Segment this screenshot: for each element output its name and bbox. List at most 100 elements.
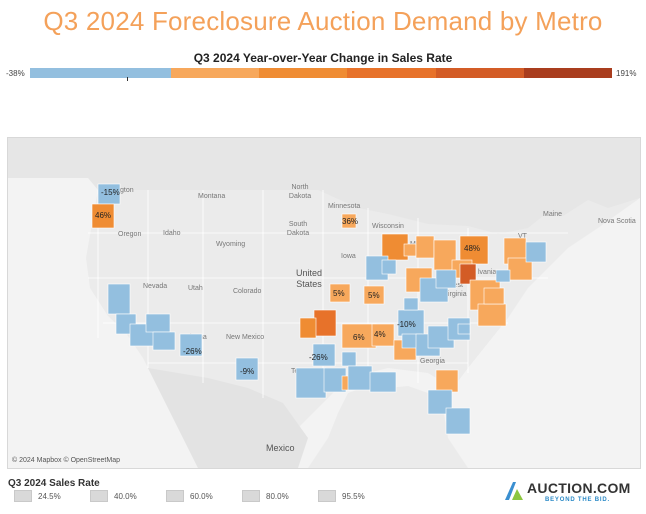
metro-raleigh[interactable] (477, 303, 507, 327)
metro-label-dallas: -26% (309, 353, 328, 362)
metro-st-louis[interactable] (363, 285, 385, 305)
metro-cedar[interactable] (381, 259, 397, 275)
metro-pittsburgh[interactable] (459, 263, 477, 285)
metro-kansas-city[interactable] (329, 283, 351, 303)
scale-segment (171, 68, 260, 78)
label-oregon: Oregon (118, 231, 142, 238)
label-colorado: Colorado (233, 288, 262, 295)
scale-segment (259, 68, 348, 78)
metro-label-kansas-city: 5% (333, 289, 345, 298)
label-vt: VT (518, 233, 527, 240)
metro-label-phoenix: -26% (183, 347, 202, 356)
metro-nyc[interactable] (507, 257, 533, 281)
metro-portland[interactable] (91, 203, 115, 229)
metro-columbus[interactable] (435, 269, 457, 289)
label-wyoming: Wyoming (216, 241, 246, 248)
scale-segment (523, 68, 613, 78)
label-mexico: Mexico (266, 443, 295, 453)
map-attribution: © 2024 Mapbox © OpenStreetMap (12, 457, 120, 464)
scale-max-label: 191% (616, 69, 637, 78)
metro-detroit[interactable] (459, 235, 489, 265)
legend-swatch (242, 490, 260, 502)
legend-swatch (318, 490, 336, 502)
label-montana: Montana (198, 193, 226, 200)
label-north-dakota: North Dakota (288, 184, 312, 200)
legend-label: 80.0% (266, 491, 289, 501)
metro-okc[interactable] (299, 317, 317, 339)
land-canada (8, 138, 640, 234)
label-nova-scotia: Nova Scotia (598, 218, 636, 225)
metro-label-detroit: 48% (464, 244, 481, 253)
country-label-united-states: United States (295, 268, 322, 289)
metro-sacramento[interactable] (107, 283, 131, 315)
metro-chicago[interactable] (403, 243, 417, 257)
legend-item: 95.5% (318, 490, 394, 502)
legend-label: 24.5% (38, 491, 61, 501)
metro-overlay (91, 183, 547, 435)
metro-label-seattle: -15% (101, 188, 120, 197)
metro-label-el-paso: -9% (240, 367, 255, 376)
metro-tulsa[interactable] (313, 309, 337, 337)
label-washington-partial: gton (120, 187, 134, 194)
legend-label: 95.5% (342, 491, 365, 501)
legend-label: 60.0% (190, 491, 213, 501)
label-utah: Utah (188, 285, 203, 292)
metro-label-portland: 46% (95, 211, 112, 220)
scale-segment (435, 68, 524, 78)
metro-virginia-beach[interactable] (483, 287, 505, 305)
scale-min-label: -38% (6, 69, 25, 78)
legend-item: 60.0% (166, 490, 242, 502)
land-mexico (148, 368, 308, 468)
metro-phoenix[interactable] (179, 333, 203, 357)
color-scale-bar (30, 68, 613, 78)
scale-tick (127, 77, 128, 81)
map-base (8, 138, 640, 468)
metro-detroit-sub[interactable] (415, 235, 435, 259)
label-nevada: Nevada (143, 283, 168, 290)
scale-segment (347, 68, 436, 78)
metro-shreveport[interactable] (341, 351, 357, 367)
label-idaho: Idaho (163, 230, 181, 237)
metro-label-memphis: 4% (374, 330, 386, 339)
label-south-dakota: South Dakota (286, 221, 310, 237)
metro-label-little-rock: 6% (353, 333, 365, 342)
metro-bakersfield[interactable] (145, 313, 171, 333)
sales-rate-legend: 24.5% 40.0% 60.0% 80.0% 95.5% (14, 490, 394, 502)
label-minnesota: Minnesota (328, 203, 361, 210)
metro-houston[interactable] (295, 367, 327, 399)
scale-title: Q3 2024 Year-over-Year Change in Sales R… (193, 51, 453, 65)
metro-jacksonville[interactable] (435, 369, 459, 393)
metro-nashville[interactable] (397, 309, 425, 337)
legend-label: 40.0% (114, 491, 137, 501)
page-title: Q3 2024 Foreclosure Auction Demand by Me… (43, 6, 603, 36)
metro-label-st-louis: 5% (368, 291, 380, 300)
label-georgia: Georgia (420, 358, 445, 365)
label-new-mexico: New Mexico (226, 334, 265, 341)
metro-charleston[interactable] (457, 323, 471, 335)
legend-swatch (14, 490, 32, 502)
metro-boston[interactable] (525, 241, 547, 263)
scale-segment (30, 68, 172, 78)
ocean-atlantic (268, 198, 640, 468)
metro-louisville[interactable] (403, 297, 419, 311)
metro-dallas[interactable] (312, 343, 336, 367)
metro-baton-rouge[interactable] (347, 365, 373, 391)
metro-label-minneapolis: 36% (342, 217, 359, 226)
metro-little-rock[interactable] (341, 323, 377, 349)
metro-philly[interactable] (495, 269, 511, 283)
metro-memphis[interactable] (371, 323, 395, 347)
brand-tagline: BEYOND THE BID. (545, 497, 611, 503)
metro-el-paso[interactable] (235, 357, 259, 381)
metro-miami[interactable] (445, 407, 471, 435)
metro-new-orleans[interactable] (369, 371, 397, 393)
legend-item: 40.0% (90, 490, 166, 502)
metro-minneapolis[interactable] (341, 213, 357, 229)
metro-la[interactable] (152, 331, 176, 351)
metro-label-nashville: -10% (397, 320, 416, 329)
legend-item: 80.0% (242, 490, 318, 502)
map[interactable]: Montana North Dakota South Dakota Minnesota… (7, 137, 641, 469)
legend-swatch (90, 490, 108, 502)
label-iowa: Iowa (341, 253, 356, 260)
legend-item: 24.5% (14, 490, 90, 502)
legend-swatch (166, 490, 184, 502)
